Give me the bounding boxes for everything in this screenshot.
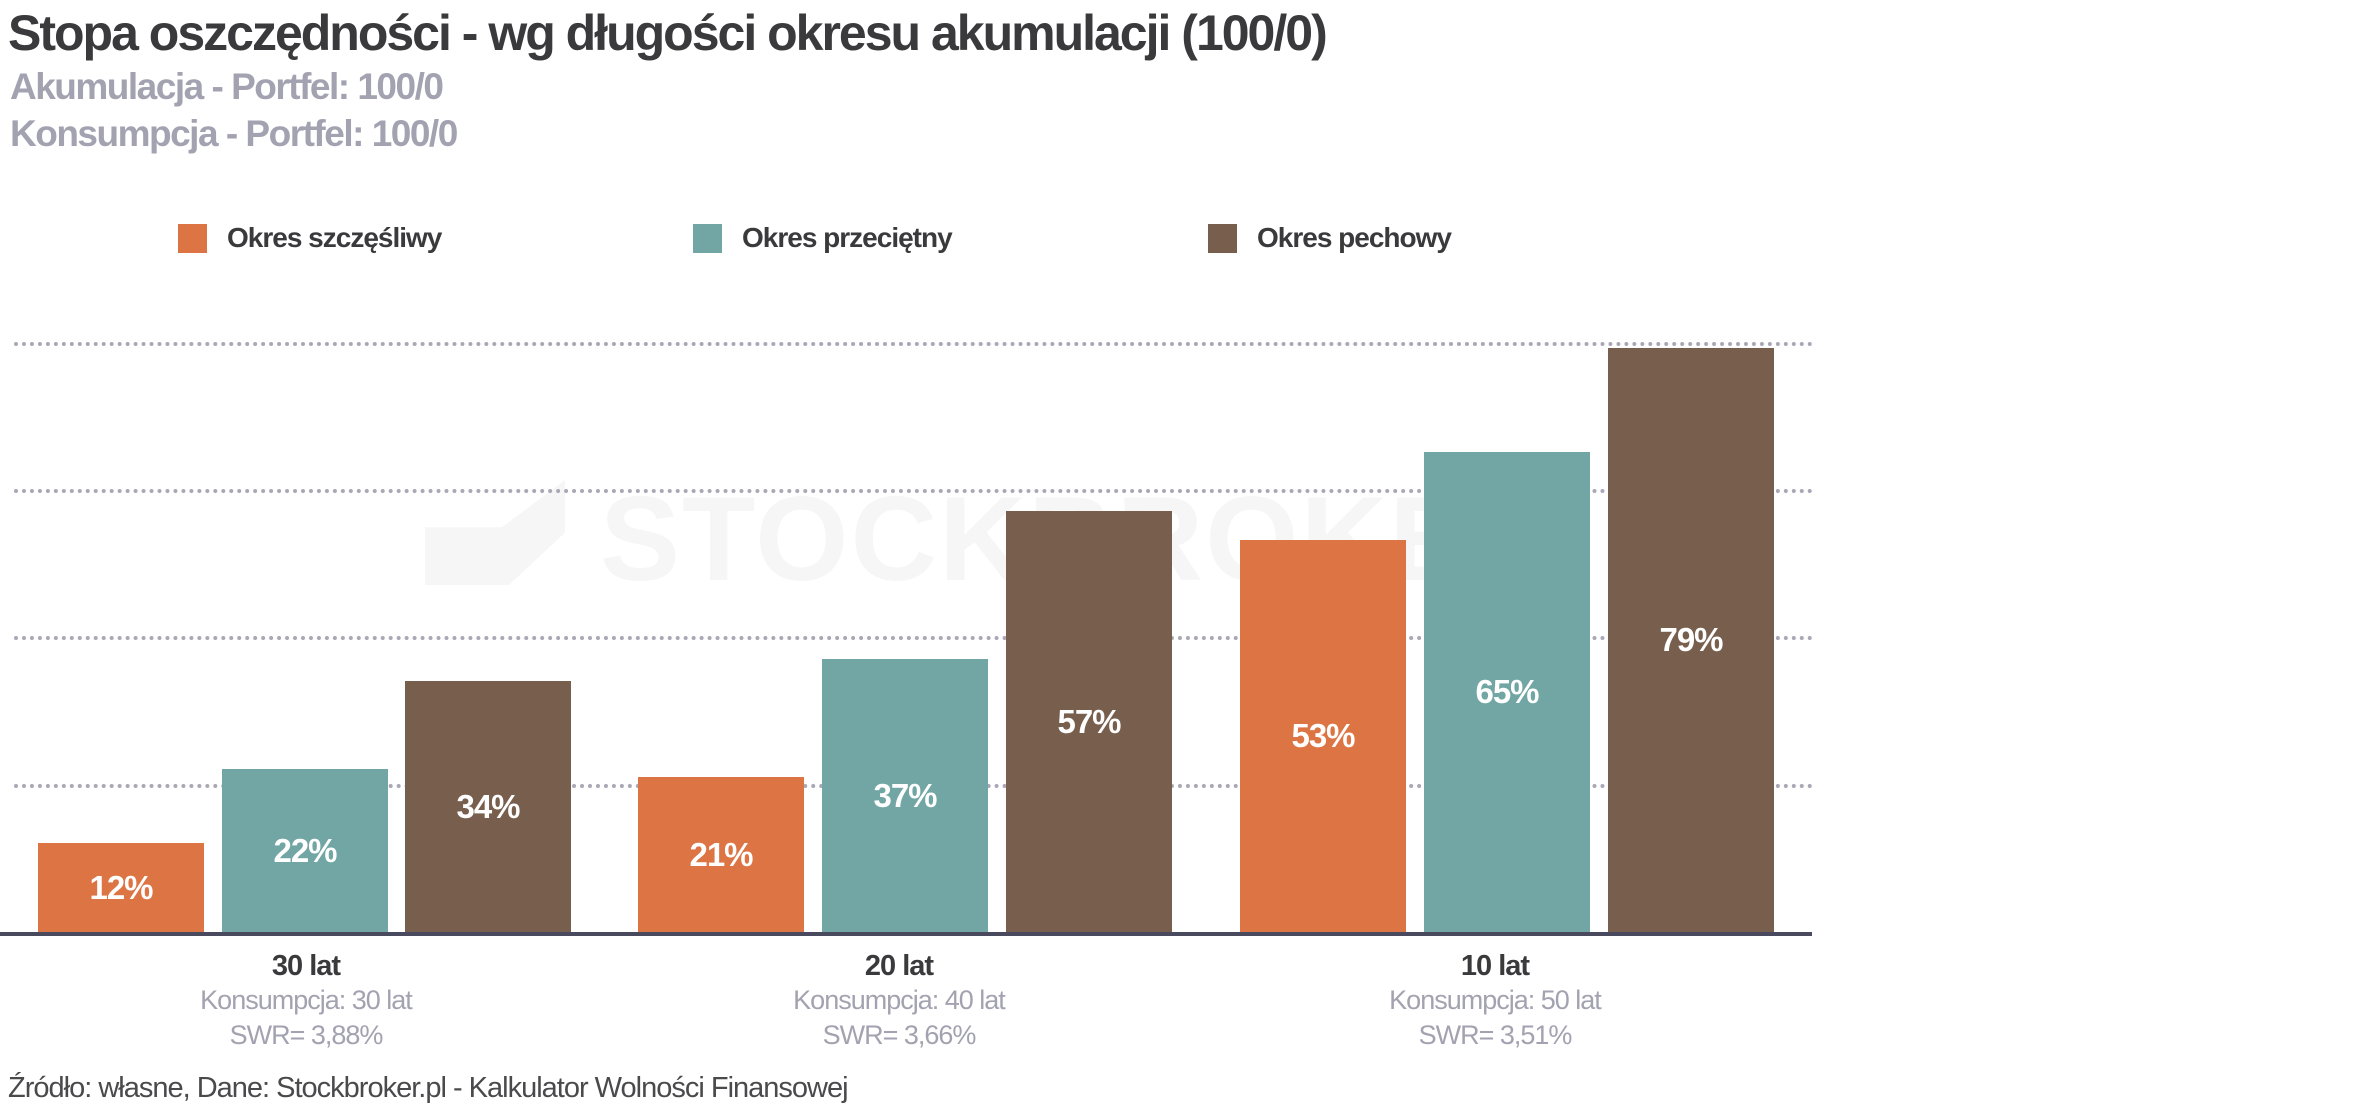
bar-10-lat-average: 65% bbox=[1424, 452, 1590, 932]
category-title: 30 lat bbox=[271, 950, 341, 982]
category-label-10: 10 lat Konsumpcja: 50 lat SWR= 3,51% bbox=[1195, 950, 1795, 1053]
legend-label: Okres pechowy bbox=[1257, 222, 1452, 253]
legend-item-average: Okres przeciętny bbox=[693, 222, 953, 254]
bar-value-label: 57% bbox=[1057, 702, 1121, 740]
bar-value-label: 65% bbox=[1475, 673, 1539, 710]
bar-value-label: 37% bbox=[873, 776, 937, 814]
bar-20-lat-unlucky: 57% bbox=[1006, 511, 1172, 932]
legend-swatch-icon bbox=[178, 223, 207, 253]
legend-swatch-icon bbox=[1208, 223, 1237, 253]
x-axis-line bbox=[0, 932, 1812, 936]
category-consumption: Konsumpcja: 30 lat bbox=[200, 985, 413, 1015]
source-note: Źródło: własne, Dane: Stockbroker.pl - K… bbox=[8, 1072, 849, 1104]
bar-value-label: 12% bbox=[89, 868, 153, 906]
watermark-logo-icon bbox=[425, 480, 565, 585]
category-title: 10 lat bbox=[1460, 950, 1530, 982]
bar-20-lat-lucky: 21% bbox=[638, 777, 804, 932]
bar-10-lat-lucky: 53% bbox=[1240, 540, 1406, 932]
category-consumption: Konsumpcja: 40 lat bbox=[793, 985, 1006, 1015]
bar-30-lat-unlucky: 34% bbox=[405, 681, 571, 932]
gridline bbox=[14, 489, 1814, 493]
category-swr: SWR= 3,88% bbox=[229, 1020, 384, 1050]
bar-value-label: 79% bbox=[1659, 621, 1723, 658]
chart-subtitle-consumption: Konsumpcja - Portfel: 100/0 bbox=[10, 113, 458, 154]
bar-value-label: 22% bbox=[273, 831, 337, 869]
category-title: 20 lat bbox=[864, 950, 934, 982]
category-swr: SWR= 3,51% bbox=[1418, 1020, 1573, 1050]
category-label-20: 20 lat Konsumpcja: 40 lat SWR= 3,66% bbox=[599, 950, 1199, 1053]
legend-item-lucky: Okres szczęśliwy bbox=[178, 222, 442, 254]
bar-10-lat-unlucky: 79% bbox=[1608, 348, 1774, 932]
gridline bbox=[14, 342, 1814, 346]
bar-20-lat-average: 37% bbox=[822, 659, 988, 932]
legend-swatch-icon bbox=[693, 223, 722, 253]
gridline bbox=[14, 636, 1814, 640]
legend-label: Okres szczęśliwy bbox=[227, 222, 442, 253]
legend-item-unlucky: Okres pechowy bbox=[1208, 222, 1452, 254]
category-consumption: Konsumpcja: 50 lat bbox=[1389, 985, 1602, 1015]
legend-label: Okres przeciętny bbox=[742, 222, 953, 253]
category-swr: SWR= 3,66% bbox=[822, 1020, 977, 1050]
bar-30-lat-average: 22% bbox=[222, 769, 388, 932]
bar-value-label: 21% bbox=[689, 835, 753, 873]
chart-subtitle-accumulation: Akumulacja - Portfel: 100/0 bbox=[10, 66, 444, 107]
bar-value-label: 34% bbox=[456, 787, 520, 825]
bar-30-lat-lucky: 12% bbox=[38, 843, 204, 932]
category-label-30: 30 lat Konsumpcja: 30 lat SWR= 3,88% bbox=[6, 950, 606, 1053]
bar-value-label: 53% bbox=[1291, 717, 1355, 754]
chart-title: Stopa oszczędności - wg długości okresu … bbox=[8, 5, 1328, 61]
